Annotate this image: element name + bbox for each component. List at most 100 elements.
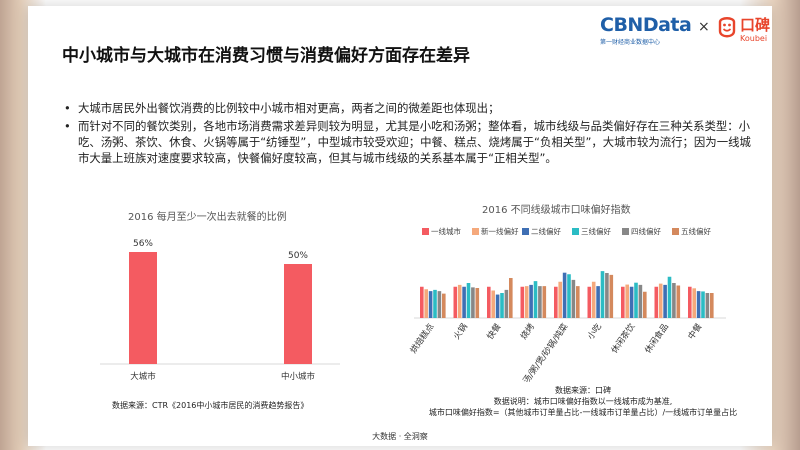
right-chart-bar	[567, 274, 571, 318]
right-chart-bar	[437, 291, 442, 318]
legend-item: 三线偏好	[572, 226, 611, 237]
right-chart-bar	[587, 286, 592, 318]
right-chart-bar	[576, 286, 580, 318]
right-chart-category-label: 火锅	[451, 321, 470, 341]
right-chart-category-label: 中餐	[686, 321, 705, 342]
right-chart-bar	[621, 286, 625, 318]
bullet-item: 大城市居民外出餐饮消费的比例较中小城市相对更高，两者之间的微差距也体现出；	[64, 100, 754, 116]
legend-item: 新一线偏好	[472, 226, 519, 237]
right-chart-bar	[672, 283, 676, 318]
right-chart-bar	[558, 281, 562, 318]
right-chart-bar	[457, 284, 462, 318]
legend-item: 五线偏好	[672, 226, 711, 237]
legend-swatch	[622, 228, 629, 235]
right-chart-bar	[676, 285, 681, 318]
koubei-logo: 口碑 Koubei	[716, 14, 772, 46]
right-chart-category-label: 休闲茶饮	[609, 321, 638, 356]
right-chart-category-label: 休闲食品	[642, 321, 671, 355]
right-chart-bar	[554, 286, 558, 318]
page-title: 中小城市与大城市在消费习惯与消费偏好方面存在差异	[62, 46, 470, 66]
right-chart-bar	[701, 291, 705, 318]
right-chart-bar	[533, 281, 538, 318]
legend-label: 四线偏好	[631, 227, 661, 236]
koubei-logo-cn: 口碑	[740, 16, 771, 34]
right-chart-bar	[696, 291, 701, 318]
legend-swatch	[672, 228, 679, 235]
right-chart-bar	[692, 288, 696, 318]
right-source-line: 数据来源：口碑	[555, 386, 611, 395]
right-chart-bar	[500, 293, 504, 318]
koubei-logo-en: Koubei	[740, 34, 768, 43]
cbndata-logo-tagline: 第一财经商业数据中心	[600, 39, 661, 46]
legend-label: 新一线偏好	[481, 227, 519, 236]
legend-swatch	[422, 228, 429, 235]
left-chart-bar	[284, 264, 312, 364]
right-chart-bar	[688, 286, 692, 318]
right-chart-bar	[629, 286, 634, 318]
legend-label: 五线偏好	[681, 227, 711, 236]
right-chart-category-label: 小吃	[585, 321, 604, 342]
right-chart-legend: 一线城市 新一线偏好 二线偏好 三线偏好 四线偏好 五线偏好	[420, 226, 720, 240]
right-chart-bar	[591, 281, 596, 318]
right-chart-bar	[634, 282, 638, 318]
right-chart-bar	[475, 288, 480, 318]
legend-label: 二线偏好	[531, 227, 561, 236]
right-chart: 烘焙糕点 火锅 快餐 烧烤汤/粥/煲/砂锅/炖菜 小吃 休闲茶饮 休闲食品 中餐	[408, 271, 726, 382]
legend-swatch	[522, 228, 529, 235]
right-chart-bar	[705, 293, 710, 318]
right-chart-bar	[600, 271, 605, 318]
legend-item: 一线城市	[422, 226, 461, 237]
right-chart-bar	[609, 274, 614, 318]
right-chart-bar	[542, 286, 547, 318]
right-chart-category-label: 快餐	[485, 321, 504, 342]
left-chart-value-label: 50%	[288, 251, 308, 261]
right-chart-bar	[520, 286, 525, 318]
cbndata-logo-name: CBNData	[600, 14, 692, 36]
right-chart-bar	[428, 291, 433, 318]
page-footer: 大数据 · 全洞察	[372, 432, 428, 441]
right-chart-bar	[462, 286, 466, 318]
left-chart-bar	[129, 252, 157, 364]
bullet-list: 大城市居民外出餐饮消费的比例较中小城市相对更高，两者之间的微差距也体现出； 而针…	[64, 100, 754, 168]
right-chart-bar	[571, 279, 576, 318]
right-chart-bar	[638, 284, 643, 318]
right-source-formula-line: 城市口味偏好指数=（其他城市订单量占比-一线城市订单量占比）/一线城市订单量占比	[428, 408, 738, 417]
right-chart-bar	[504, 289, 509, 318]
left-chart-category-label: 大城市	[130, 371, 156, 382]
right-chart-bar	[643, 291, 647, 318]
right-chart-source: 数据来源：口碑 数据说明：城市口味偏好指数以一线城市成为基准, 城市口味偏好指数…	[418, 385, 748, 418]
right-chart-bar	[625, 284, 629, 318]
right-chart-bar	[658, 283, 663, 318]
right-chart-bar	[424, 289, 428, 318]
slide-card	[28, 6, 772, 446]
right-chart-bar	[509, 278, 513, 318]
logo-separator: ×	[698, 19, 710, 35]
right-chart-category-label: 烘焙糕点	[408, 321, 437, 356]
right-chart-bar	[538, 286, 542, 318]
right-chart-bar	[420, 286, 424, 318]
right-chart-bar	[663, 284, 667, 318]
legend-label: 一线城市	[431, 227, 461, 236]
right-chart-bar	[491, 290, 495, 318]
right-chart-bar	[562, 272, 567, 318]
right-chart-bar	[596, 286, 600, 318]
legend-label: 三线偏好	[581, 227, 611, 236]
legend-item: 四线偏好	[622, 226, 661, 237]
right-chart-bar	[433, 289, 437, 318]
bullet-item: 而针对不同的餐饮类别，各地市场消费需求差异则较为明显，尤其是小吃和汤粥；整体看，…	[64, 118, 754, 166]
right-chart-bar	[487, 286, 491, 318]
right-chart-bar	[471, 287, 475, 318]
koubei-logo-icon	[718, 17, 736, 38]
right-chart-category-label: 烧烤	[518, 321, 537, 342]
right-chart-bar	[466, 283, 471, 318]
right-chart-bar	[667, 276, 672, 318]
left-chart: 56% 大城市 50% 中小城市	[100, 239, 340, 382]
right-chart-title: 2016 不同线级城市口味偏好指数	[482, 205, 631, 216]
right-chart-bar	[495, 294, 500, 318]
right-chart-bar	[605, 273, 609, 318]
legend-swatch	[472, 228, 479, 235]
legend-swatch	[572, 228, 579, 235]
left-chart-category-label: 中小城市	[281, 371, 316, 382]
left-chart-source: 数据来源：CTR《2016中小城市居民的消费趋势报告》	[112, 401, 309, 410]
left-chart-value-label: 56%	[133, 239, 153, 249]
